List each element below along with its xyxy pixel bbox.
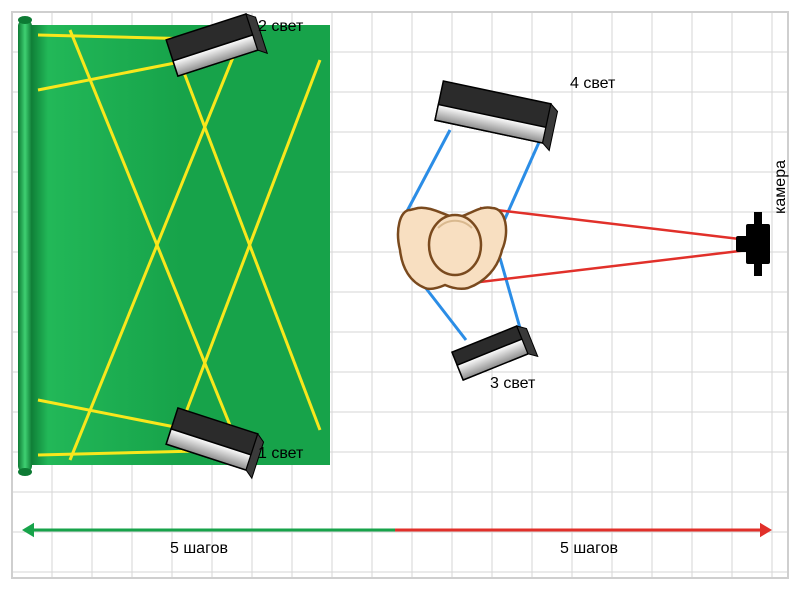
light-2-label: 2 свет bbox=[258, 18, 303, 36]
diagram-stage: 2 свет 1 свет 3 свет 4 свет камера 5 шаг… bbox=[0, 0, 800, 590]
diagram-svg bbox=[0, 0, 800, 590]
light-4-label: 4 свет bbox=[570, 75, 615, 93]
light-1-label: 1 свет bbox=[258, 445, 303, 463]
camera-label: камера bbox=[772, 160, 790, 214]
distance-left-label: 5 шагов bbox=[170, 540, 228, 558]
light-3-label: 3 свет bbox=[490, 375, 535, 393]
distance-right-label: 5 шагов bbox=[560, 540, 618, 558]
